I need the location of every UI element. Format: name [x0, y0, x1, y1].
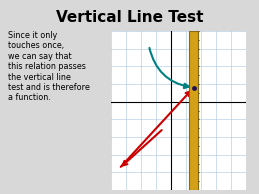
Bar — [190, 31, 198, 190]
FancyArrowPatch shape — [149, 48, 189, 88]
Text: Since it only
touches once,
we can say that
this relation passes
the vertical li: Since it only touches once, we can say t… — [8, 31, 90, 102]
Text: Vertical Line Test: Vertical Line Test — [56, 10, 203, 25]
